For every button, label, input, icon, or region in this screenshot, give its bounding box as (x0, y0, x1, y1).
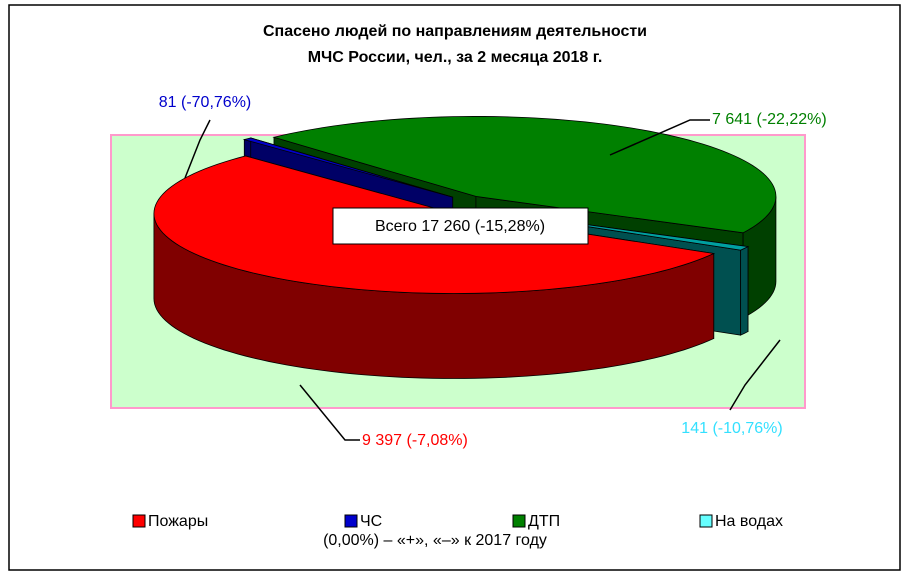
chart-title: Спасено людей по направлениям деятельнос… (263, 23, 647, 40)
chart-title: МЧС России, чел., за 2 месяца 2018 г. (308, 49, 603, 66)
pie (153, 116, 777, 379)
leader-line (184, 119, 211, 179)
data-label: 9 397 (-7,08%) (362, 432, 468, 449)
labels: 9 397 (-7,08%) 81 (-70,76%) 7 641 (-22,22%… (159, 94, 827, 449)
slice-top (242, 137, 453, 198)
leader-line (299, 384, 360, 441)
legend-swatch (699, 514, 713, 528)
legend-swatch (512, 514, 526, 528)
annotation: Всего 17 260 (-15,28%) (375, 218, 545, 235)
data-label: 141 (-10,76%) (681, 420, 782, 437)
legend: Пожары ЧС ДТП На водах (132, 513, 783, 530)
legend-label: На водах (715, 513, 783, 530)
legend-label: Пожары (148, 513, 208, 530)
legend-label: ДТП (528, 513, 560, 530)
slice-side (740, 245, 749, 336)
legend-label: ЧС (360, 513, 382, 530)
legend-swatch (132, 514, 146, 528)
leader-line (609, 119, 710, 156)
annotation-box (332, 207, 589, 245)
leader-line (729, 339, 781, 411)
data-label: 7 641 (-22,22%) (712, 111, 827, 128)
legend-swatch (344, 514, 358, 528)
note: (0,00%) – «+», «–» к 2017 году (323, 532, 547, 549)
data-label: 81 (-70,76%) (159, 94, 252, 111)
slice-top (272, 116, 777, 234)
